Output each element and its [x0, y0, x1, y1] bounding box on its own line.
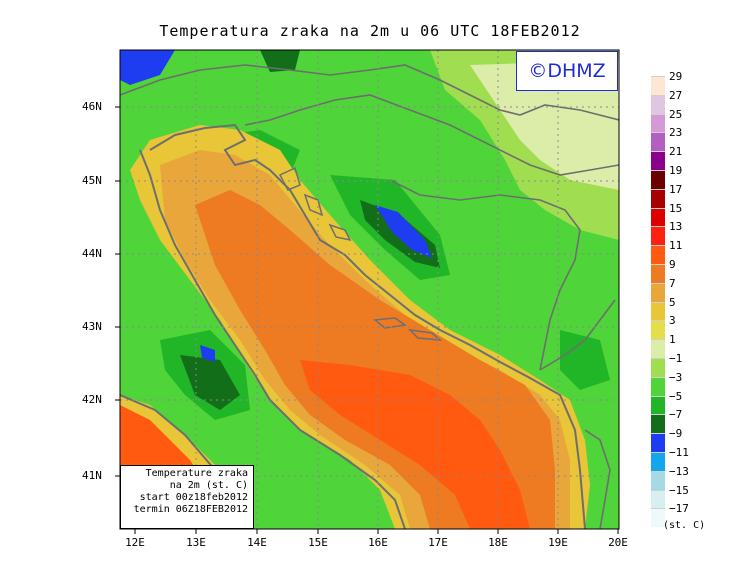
info-line-4: termin 06Z18FEB2012 — [133, 504, 248, 515]
legend-label: 17 — [669, 182, 683, 196]
legend-swatch — [651, 470, 665, 490]
legend-swatch — [651, 358, 665, 377]
legend-swatch — [651, 452, 665, 471]
lat-label-46: 46N — [82, 100, 102, 113]
legend-label: −3 — [669, 370, 683, 384]
colder-patch-apennines — [180, 355, 240, 410]
legend-swatch — [651, 414, 665, 434]
lon-label-20: 20E — [608, 536, 628, 549]
border-bosnia — [389, 179, 581, 371]
legend-label: 9 — [669, 258, 676, 271]
legend-swatch — [651, 170, 665, 189]
lat-label-43: 43N — [82, 320, 102, 333]
legend-label: 27 — [669, 88, 683, 102]
frost-patch-velebit — [375, 205, 432, 258]
legend-label: 15 — [669, 201, 683, 215]
legend-swatch — [651, 339, 665, 358]
legend-label: 29 — [669, 70, 683, 83]
legend-swatch — [651, 188, 665, 208]
lon-label-16: 16E — [368, 536, 388, 549]
axis-ticks — [115, 106, 619, 534]
legend-swatch — [651, 508, 665, 528]
legend-label: −15 — [669, 483, 689, 497]
legend-swatch — [651, 76, 665, 95]
legend-swatch — [651, 433, 665, 452]
legend-label: −1 — [669, 352, 683, 365]
lat-label-44: 44N — [82, 247, 102, 260]
border-croatia-north — [244, 94, 619, 176]
legend-label: 3 — [669, 314, 676, 328]
legend-label: 21 — [669, 145, 683, 159]
frost-patch-apennines — [200, 345, 215, 362]
coastline-west — [139, 149, 406, 529]
legend-swatch — [651, 132, 665, 152]
lon-label-19: 19E — [548, 536, 568, 549]
legend-label: 25 — [669, 107, 683, 121]
legend-label: 7 — [669, 276, 676, 290]
coastline-east — [149, 123, 586, 529]
info-box: Temperature zraka na 2m (st. C) start 00… — [120, 465, 254, 529]
pannonian-warm-area — [470, 60, 619, 190]
legend-label: 11 — [669, 239, 683, 253]
lon-label-14: 14E — [247, 536, 267, 549]
legend-label: 13 — [669, 220, 683, 234]
info-line-2: na 2m (st. C) — [169, 480, 248, 491]
lon-label-12: 12E — [125, 536, 145, 549]
lat-label-45: 45N — [82, 174, 102, 187]
border-montenegro — [539, 299, 616, 371]
legend-swatch — [651, 301, 665, 321]
legend-swatch — [651, 395, 665, 415]
lon-label-17: 17E — [428, 536, 448, 549]
islands — [278, 166, 443, 341]
legend-unit: (st. C) — [663, 520, 706, 531]
legend-label: 1 — [669, 333, 676, 347]
grid-lines — [120, 50, 619, 529]
cold-patch-north — [260, 50, 300, 72]
map-frame — [119, 49, 620, 530]
lon-label-13: 13E — [186, 536, 206, 549]
cold-patch-southeast — [560, 330, 610, 390]
legend-label: −5 — [669, 389, 683, 403]
legend-swatch — [651, 226, 665, 246]
border-north — [120, 64, 619, 121]
border-albania — [584, 429, 611, 529]
lon-label-15: 15E — [308, 536, 328, 549]
legend-label: −7 — [669, 408, 683, 422]
dhmz-watermark: ©DHMZ — [516, 51, 618, 91]
legend-swatch — [651, 264, 665, 283]
legend-label: −11 — [669, 446, 689, 459]
legend-swatch — [651, 489, 665, 509]
legend-label: 23 — [669, 126, 683, 140]
info-line-1: Temperature zraka — [145, 468, 248, 479]
legend-swatch — [651, 245, 665, 264]
legend-swatch — [651, 94, 665, 114]
info-line-3: start 00z18feb2012 — [139, 492, 248, 503]
legend-swatch — [651, 320, 665, 340]
map-title: Temperatura zraka na 2m u 06 UTC 18FEB20… — [159, 22, 581, 40]
lat-label-41: 41N — [82, 469, 102, 482]
legend-swatch — [651, 151, 665, 170]
legend-label: 5 — [669, 295, 676, 309]
legend-swatch — [651, 207, 665, 227]
legend-swatch — [651, 376, 665, 396]
legend-label: −13 — [669, 464, 689, 478]
legend-swatch — [651, 113, 665, 133]
legend-label: −17 — [669, 502, 689, 516]
adriatic-hot-core — [300, 360, 530, 529]
legend-label: 19 — [669, 164, 683, 177]
frost-patch-northwest — [120, 50, 175, 85]
legend-label: −9 — [669, 427, 683, 441]
legend-swatch — [651, 282, 665, 302]
lat-label-42: 42N — [82, 393, 102, 406]
lon-label-18: 18E — [488, 536, 508, 549]
